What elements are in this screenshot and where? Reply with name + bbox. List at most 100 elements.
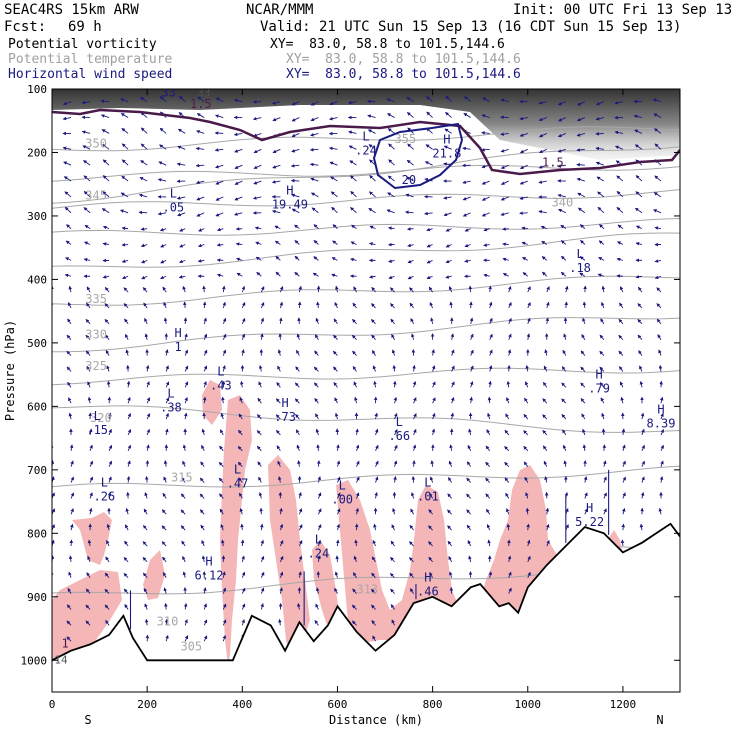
wind-arrow: [426, 259, 433, 264]
wind-arrow: [508, 333, 512, 340]
extremum-value: .73: [274, 410, 296, 424]
wind-arrow: [233, 212, 243, 216]
wind-arrow: [603, 476, 607, 483]
wind-arrow: [407, 143, 414, 150]
wind-arrow: [603, 492, 607, 499]
wind-arrow: [464, 228, 471, 232]
wind-arrow: [502, 242, 509, 247]
wind-arrow: [291, 208, 300, 214]
wind-arrow: [234, 180, 243, 185]
wind-arrow: [222, 301, 226, 309]
wind-arrow: [374, 491, 378, 499]
wind-arrow: [373, 380, 377, 388]
wind-arrow: [124, 524, 129, 531]
wind-arrow: [562, 349, 567, 356]
wind-arrow: [260, 317, 265, 325]
x-tick-label: 1200: [610, 698, 637, 711]
wind-arrow: [275, 256, 281, 261]
wind-arrow: [508, 285, 512, 293]
wind-arrow: [519, 116, 528, 121]
wind-arrow: [165, 397, 170, 404]
wind-arrow: [179, 244, 186, 248]
wind-arrow: [641, 428, 645, 436]
wind-arrow: [486, 429, 491, 436]
wind-arrow: [561, 255, 567, 261]
wind-arrow: [165, 428, 169, 436]
wind-arrow: [234, 148, 243, 153]
wind-arrow: [595, 101, 605, 106]
wind-arrow: [428, 286, 433, 293]
wind-arrow: [337, 476, 341, 483]
wind-arrow: [121, 259, 129, 263]
wind-arrow: [143, 572, 148, 579]
wind-arrow: [582, 444, 587, 451]
wind-arrow: [257, 461, 262, 467]
wind-arrow: [294, 255, 300, 261]
wind-arrow: [260, 301, 265, 309]
wind-arrow: [368, 207, 376, 214]
wind-arrow: [386, 209, 395, 214]
wind-arrow: [222, 285, 226, 293]
wind-arrow: [635, 175, 643, 182]
wind-arrow: [413, 397, 417, 404]
wind-arrow: [163, 587, 167, 594]
wind-arrow: [127, 460, 131, 467]
wind-arrow: [184, 381, 189, 388]
wind-arrow: [500, 98, 509, 103]
wind-arrow: [577, 101, 586, 106]
wind-arrow: [87, 381, 91, 388]
wind-arrow: [523, 414, 529, 420]
wind-arrow: [238, 429, 243, 436]
wind-arrow: [182, 444, 187, 451]
wind-arrow: [581, 413, 586, 420]
wind-arrow: [309, 147, 319, 152]
wind-arrow: [176, 196, 186, 200]
wind-arrow: [599, 366, 605, 372]
wind-arrow: [614, 100, 624, 105]
wind-arrow: [393, 396, 398, 404]
y-tick-label: 900: [27, 591, 47, 604]
wind-arrow: [349, 175, 357, 182]
wind-arrow: [120, 98, 129, 103]
wind-arrow: [181, 540, 186, 547]
wind-arrow: [333, 318, 338, 325]
wind-arrow: [405, 193, 414, 198]
wind-arrow: [468, 428, 472, 436]
wind-arrow: [85, 604, 91, 610]
wind-arrow: [369, 275, 376, 279]
wind-arrow: [219, 493, 224, 499]
wind-arrow: [203, 619, 208, 626]
wind-arrow: [562, 444, 567, 451]
wind-arrow: [352, 620, 357, 626]
wind-arrow: [233, 98, 243, 103]
wind-arrow: [333, 381, 338, 388]
wind-arrow: [355, 428, 359, 436]
wind-arrow: [159, 144, 167, 150]
wind-arrow: [546, 539, 550, 547]
y-tick-label: 300: [27, 210, 47, 223]
wind-arrow: [310, 117, 319, 122]
wind-arrow: [62, 116, 72, 121]
wind-arrow: [468, 555, 472, 562]
wind-arrow: [65, 257, 72, 261]
wind-arrow: [102, 242, 110, 246]
wind-arrow: [640, 412, 645, 420]
wind-arrow: [654, 128, 662, 134]
wind-arrow: [89, 492, 93, 499]
wind-arrow: [298, 285, 302, 293]
wind-arrow: [272, 148, 281, 153]
wind-arrow: [260, 555, 265, 563]
wind-arrow: [481, 114, 490, 118]
wind-arrow: [409, 287, 414, 293]
wind-arrow: [350, 191, 357, 198]
wind-arrow: [291, 193, 300, 198]
wind-arrow: [144, 333, 149, 340]
wind-arrow: [102, 159, 110, 166]
wind-arrow: [579, 272, 586, 277]
wind-arrow: [500, 180, 509, 185]
wind-arrow: [144, 317, 148, 325]
wind-arrow: [215, 212, 224, 217]
wind-arrow: [523, 461, 529, 467]
wind-arrow: [600, 318, 605, 325]
wind-arrow: [540, 225, 547, 230]
